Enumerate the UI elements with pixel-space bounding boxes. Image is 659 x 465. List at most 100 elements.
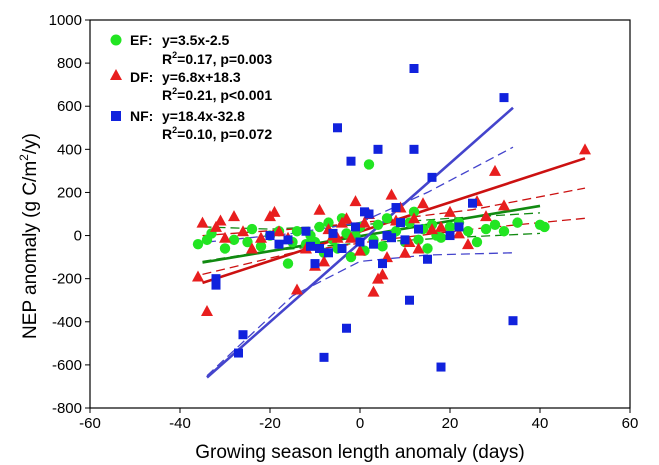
- df-point: [196, 216, 209, 228]
- df-point: [192, 270, 204, 282]
- nf-point: [301, 226, 311, 236]
- ef-point: [444, 221, 456, 233]
- nf-point: [414, 224, 423, 234]
- legend-stats-df-sup: 2: [172, 86, 177, 96]
- ef-point: [372, 219, 384, 230]
- nf-point: [238, 330, 248, 340]
- df-point: [412, 242, 425, 254]
- df-point: [219, 231, 231, 243]
- ef-point: [435, 232, 447, 243]
- y-axis-label-end: /y): [20, 133, 41, 154]
- df-point: [453, 227, 465, 239]
- x-tick-label: -60: [79, 415, 101, 432]
- legend-eq-df: y=6.8x+18.3: [162, 69, 241, 85]
- nf-point: [436, 362, 446, 372]
- nf-ci-lower-band: [206, 252, 514, 377]
- ef-point: [255, 241, 267, 252]
- nf-point: [351, 222, 360, 232]
- nf-point: [405, 295, 414, 305]
- y-tick-label: 200: [57, 184, 82, 201]
- nf-point: [211, 274, 221, 284]
- df-point: [237, 225, 249, 237]
- ef-point: [219, 243, 231, 254]
- nf-point: [319, 352, 329, 362]
- nf-point: [328, 228, 338, 238]
- df-point: [214, 214, 227, 226]
- df-point: [313, 203, 326, 215]
- ef-point: [242, 236, 253, 248]
- df-point: [268, 205, 281, 217]
- legend-stats-ef-rest: =0.17, p=0.003: [177, 51, 272, 67]
- legend-stats-df-rest: =0.21, p<0.001: [177, 87, 272, 103]
- legend-label-nf: NF:: [130, 108, 153, 124]
- df-point: [349, 195, 362, 207]
- legend-eq-nf: y=18.4x-32.8: [162, 108, 245, 124]
- legend-stats-nf: R2=0.10, p=0.072: [162, 125, 272, 142]
- ef-point: [498, 226, 510, 237]
- legend-label-df: DF:: [130, 69, 153, 85]
- nf-point: [454, 222, 464, 232]
- ef-point: [539, 221, 550, 233]
- df-point: [345, 231, 357, 243]
- legend-entry-ef: EF: y=3.5x-2.5 R2=0.17, p=0.003: [110, 32, 272, 67]
- legend-stats-df-r: R: [162, 87, 172, 103]
- nf-point: [373, 144, 383, 154]
- y-tick-label: -400: [52, 314, 82, 331]
- y-tick-label: 400: [57, 141, 82, 158]
- nf-point: [400, 235, 410, 245]
- df-point: [291, 283, 303, 295]
- x-tick-label: -20: [259, 415, 281, 432]
- df-point: [367, 285, 380, 297]
- y-tick-label: 800: [57, 55, 82, 72]
- nf-point: [378, 259, 387, 269]
- df-point: [246, 242, 258, 254]
- nf-point: [274, 239, 284, 249]
- x-tick-label: 40: [532, 415, 549, 432]
- x-tick-label: -40: [169, 415, 191, 432]
- nf-point: [346, 156, 356, 166]
- df-point: [255, 231, 267, 243]
- ef-point: [314, 221, 325, 233]
- tick-labels: -60 -40 -20 0 20 40 60-800-600-400-20002004006…: [49, 12, 639, 432]
- df-point: [579, 143, 591, 155]
- nf-point: [283, 235, 293, 245]
- df-point: [489, 164, 501, 176]
- legend-stats-ef-r: R: [162, 51, 172, 67]
- legend-stats-df: R2=0.21, p<0.001: [162, 86, 272, 103]
- nf-point: [499, 93, 509, 103]
- nf-point: [445, 231, 455, 241]
- df-point: [385, 188, 398, 200]
- ef-point: [381, 213, 393, 224]
- legend-stats-nf-rest: =0.10, p=0.072: [177, 126, 272, 142]
- nf-point: [427, 172, 437, 182]
- nf-point: [211, 280, 221, 290]
- df-point: [210, 220, 222, 232]
- nf-point: [409, 64, 419, 73]
- df-point: [201, 305, 213, 316]
- df-ci-upper-band: [202, 187, 586, 237]
- df-point: [417, 197, 429, 209]
- nf-point: [324, 248, 333, 258]
- nf-point: [391, 203, 401, 213]
- legend-marker-nf: [111, 111, 121, 121]
- ef-point: [377, 241, 388, 252]
- nf-point: [315, 243, 324, 253]
- nf-point: [337, 243, 347, 253]
- df-point: [408, 212, 420, 224]
- legend-entry-nf: NF: y=18.4x-32.8 R2=0.10, p=0.072: [111, 108, 272, 142]
- ef-point: [291, 226, 303, 237]
- y-axis-label: NEP anomaly (g C/m2/y): [17, 133, 41, 339]
- ef-point: [489, 219, 501, 230]
- ef-point: [480, 223, 492, 235]
- nf-point: [396, 218, 405, 228]
- ef-point: [345, 251, 357, 263]
- df-point: [426, 223, 438, 235]
- ef-point: [282, 258, 294, 269]
- ef-point: [422, 243, 433, 254]
- ef-point: [408, 206, 420, 218]
- legend-stats-nf-sup: 2: [172, 125, 177, 135]
- df-point: [318, 255, 330, 267]
- nf-point: [355, 237, 365, 247]
- nf-point: [508, 316, 518, 326]
- y-tick-label: 1000: [49, 12, 82, 29]
